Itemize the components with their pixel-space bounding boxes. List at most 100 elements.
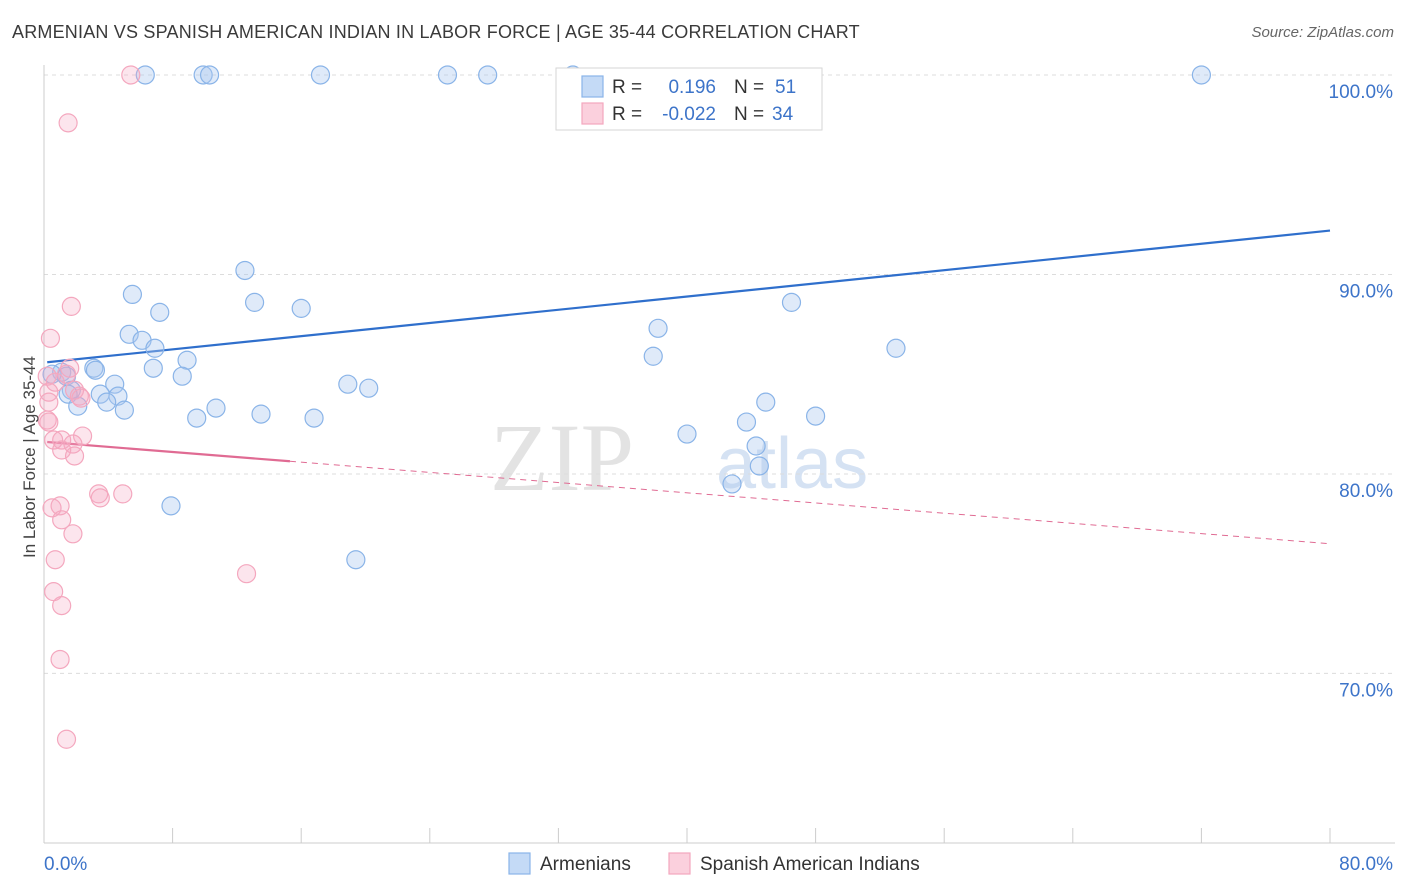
spanish-point-12 [39,392,59,412]
armenians-point-13 [648,318,668,338]
spanish-point-17 [63,434,83,454]
spanish-trend-line-extension [289,460,1331,545]
y-tick-labels: 100.0% 90.0% 80.0% 70.0% [1329,82,1394,701]
armenians-point-46 [749,456,769,476]
armenians-point-42 [781,292,802,312]
y-tick-label-1: 90.0% [1339,281,1393,302]
armenians-point-50 [346,550,366,570]
spanish-point-25 [50,496,70,516]
spanish-point-23 [113,484,133,504]
y-tick-label-0: 100.0% [1329,82,1394,103]
source-label: Source: ZipAtlas.com [1251,24,1394,41]
spanish-point-20 [64,446,85,466]
stats-swatch-armenians [581,75,604,98]
spanish-point-14 [39,412,59,432]
spanish-point-18 [52,430,72,450]
stats-n-value-spanish: 34 [772,104,794,125]
armenians-point-7 [1191,65,1212,85]
armenians-point-1 [193,65,213,85]
armenians-point-38 [304,408,324,428]
legend-label-spanish: Spanish American Indians [700,854,920,875]
spanish-point-31 [52,596,72,616]
series-legend: Armenians Spanish American Indians [508,852,920,875]
stats-r-label-spanish: R = [612,104,642,125]
armenians-point-12 [291,298,311,318]
stats-r-label-armenians: R = [612,77,642,98]
watermark-atlas: atlas [716,424,868,504]
spanish-point-8 [39,382,59,402]
armenians-point-34 [114,400,134,420]
stats-swatch-spanish [581,102,604,125]
armenians-point-43 [736,412,757,432]
armenians-point-29 [105,374,125,394]
watermark-zip: ZIP [490,404,634,511]
armenians-point-40 [359,378,379,398]
armenians-point-0 [135,65,155,85]
spanish-point-4 [60,358,80,378]
spanish-point-28 [45,550,65,570]
legend-swatch-spanish [668,852,691,875]
armenians-point-5 [478,65,498,85]
armenians-point-3 [310,65,331,85]
spanish-point-11 [71,388,91,408]
armenians-point-37 [251,404,271,424]
legend-label-armenians: Armenians [540,854,631,875]
armenians-point-11 [150,302,170,322]
armenians-point-36 [187,408,207,428]
armenians-point-2 [199,65,220,85]
armenians-point-39 [338,374,358,394]
armenians-point-45 [746,436,766,456]
armenians-point-21 [756,392,776,412]
stats-r-value-armenians: 0.196 [668,77,716,98]
spanish-point-32 [50,649,70,670]
spanish-point-3 [40,328,61,348]
armenians-point-18 [177,350,197,370]
armenians-point-31 [108,386,128,406]
y-tick-label-2: 80.0% [1339,481,1393,502]
armenians-point-47 [722,474,742,494]
legend-swatch-armenians [508,852,531,875]
armenians-point-8 [235,260,255,281]
y-tick-label-3: 70.0% [1339,680,1393,701]
spanish-point-15 [72,426,93,446]
spanish-point-26 [52,510,72,530]
spanish-point-0 [121,65,141,85]
armenians-point-9 [122,284,143,305]
armenians-point-19 [143,358,163,378]
spanish-trend-line [47,440,291,463]
armenians-point-17 [145,338,165,358]
spanish-point-27 [63,524,83,544]
y-axis-label: In Labor Force | Age 35-44 [20,356,39,558]
spanish-point-33 [56,729,77,749]
armenians-point-35 [206,398,226,418]
spanish-point-7 [45,372,65,392]
stats-n-value-armenians: 51 [775,77,796,98]
armenians-point-14 [643,346,663,366]
x-tick-label-1: 80.0% [1339,854,1393,875]
spanish-point-22 [90,488,110,508]
trend-lines [47,229,1331,545]
spanish-point-5 [56,364,77,384]
x-tick-label-0: 0.0% [44,854,87,875]
spanish-point-2 [61,296,81,316]
spanish-point-16 [44,430,64,450]
spanish-point-29 [236,564,257,584]
stats-n-label-armenians: N = [734,77,764,98]
watermark: ZIP atlas [490,404,868,511]
stats-legend: R = 0.196 N = 51 R = -0.022 N = 34 [555,67,823,131]
x-tick-labels: 0.0% 80.0% [44,854,1393,875]
gridlines [44,74,1395,674]
armenians-point-20 [172,366,192,386]
armenians-point-4 [437,65,458,85]
armenians-point-48 [886,338,906,358]
armenians-point-44 [805,406,826,426]
armenians-point-32 [97,392,117,412]
armenians-point-49 [161,496,181,516]
chart-title: ARMENIAN VS SPANISH AMERICAN INDIAN IN L… [12,22,860,42]
spanish-point-1 [58,113,78,133]
armenians-trend-line [47,229,1331,364]
data-points [37,65,1212,749]
armenians-point-41 [677,424,697,444]
armenians-point-23 [85,360,106,380]
